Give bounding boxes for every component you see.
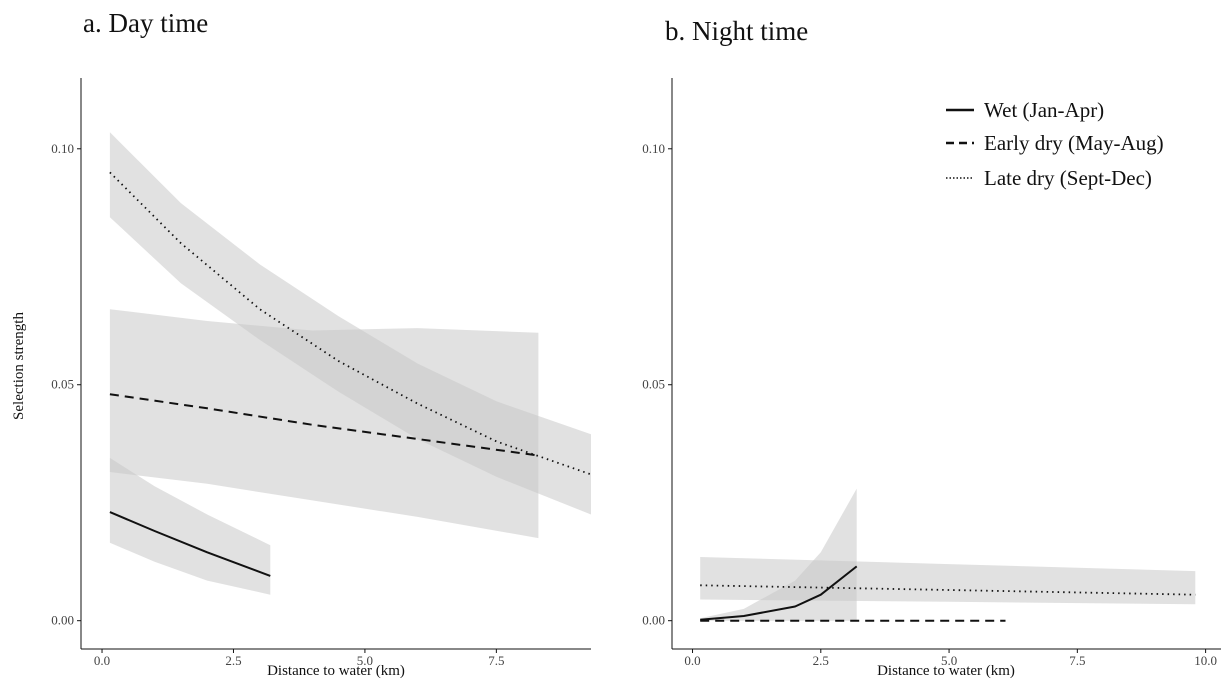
- panel-b-band-wet-jan-apr: [700, 488, 857, 621]
- legend: Wet (Jan-Apr) Early dry (May-Aug) Late d…: [946, 98, 1164, 190]
- panel-b-confidence-bands: [700, 488, 1196, 621]
- panel-b-band-late-dry-sept-dec: [700, 557, 1196, 605]
- panel-b-line-wet-jan-apr: [700, 565, 858, 621]
- panel-a-line-early-dry-may-aug: [109, 393, 539, 457]
- panel-b-x-tick-label: 5.0: [941, 653, 957, 668]
- panel-a-title: a. Day time: [83, 8, 208, 38]
- panel-a-y-tick-label: 0.05: [51, 377, 74, 392]
- panel-a-confidence-bands: [109, 132, 592, 595]
- legend-label-late-dry: Late dry (Sept-Dec): [984, 166, 1152, 190]
- panel-b-x-ticks: 0.0 2.5 5.0 7.5 10.0: [684, 649, 1217, 668]
- panel-b-x-tick-label: 0.0: [684, 653, 700, 668]
- panel-a-series-lines: [109, 171, 592, 577]
- legend-label-early-dry: Early dry (May-Aug): [984, 131, 1164, 155]
- panel-a-band-late-dry-sept-dec: [109, 132, 592, 515]
- panel-day-time: a. Day time 0.00 0.05 0.10 0.0 2.5 5.0 7.5 Di…: [11, 8, 592, 679]
- panel-b-line-late-dry-sept-dec: [700, 584, 1196, 596]
- panel-night-time: b. Night time 0.00 0.05 0.10 0.0 2.5 5.0 7.5 1…: [642, 16, 1221, 679]
- panel-b-y-tick-label: 0.00: [642, 613, 665, 628]
- panel-a-x-axis-label: Distance to water (km): [267, 663, 405, 679]
- panel-a-y-ticks: 0.00 0.05 0.10: [51, 141, 81, 628]
- panel-b-x-tick-label: 7.5: [1069, 653, 1085, 668]
- panel-b-x-tick-label: 10.0: [1194, 653, 1217, 668]
- panel-a-y-tick-label: 0.10: [51, 141, 74, 156]
- panel-b-y-tick-label: 0.10: [642, 141, 665, 156]
- panel-a-x-tick-label: 7.5: [488, 653, 504, 668]
- panel-a-x-tick-label: 2.5: [225, 653, 241, 668]
- panel-a-band-early-dry-may-aug: [109, 309, 539, 539]
- panel-b-y-ticks: 0.00 0.05 0.10: [642, 141, 672, 628]
- panel-a-line-wet-jan-apr: [109, 511, 271, 577]
- panel-a-x-tick-label: 5.0: [357, 653, 373, 668]
- panel-b-series-lines: [700, 565, 1196, 622]
- panel-a-y-axis-label: Selection strength: [11, 312, 27, 420]
- legend-label-wet: Wet (Jan-Apr): [984, 98, 1104, 122]
- panel-a-y-tick-label: 0.00: [51, 613, 74, 628]
- panel-b-x-tick-label: 2.5: [813, 653, 829, 668]
- panel-b-y-tick-label: 0.05: [642, 377, 665, 392]
- panel-b-x-axis-label: Distance to water (km): [877, 663, 1015, 679]
- panel-a-line-late-dry-sept-dec: [109, 171, 592, 476]
- panel-a-x-ticks: 0.0 2.5 5.0 7.5: [94, 649, 504, 668]
- panel-a-x-tick-label: 0.0: [94, 653, 110, 668]
- panel-b-title: b. Night time: [665, 16, 808, 46]
